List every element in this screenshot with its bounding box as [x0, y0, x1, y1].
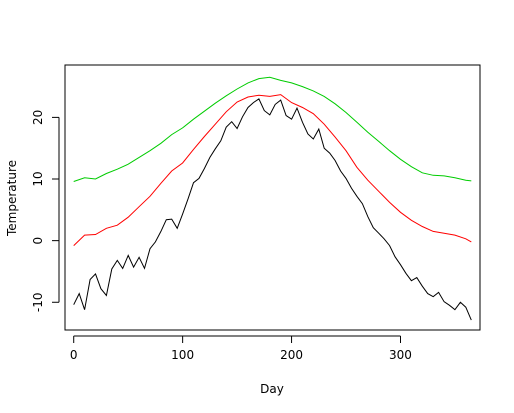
y-tick-label: 10	[31, 171, 45, 186]
y-tick-label: 0	[31, 237, 45, 245]
x-tick-label: 200	[280, 348, 303, 362]
x-tick-label: 100	[171, 348, 194, 362]
series-line-3	[73, 98, 472, 321]
series-line-2	[73, 94, 472, 246]
y-tick-label: 20	[31, 110, 45, 125]
series-layer	[73, 76, 472, 321]
x-axis: 0 100 200 300	[70, 335, 412, 362]
plot-frame	[64, 64, 481, 331]
series-line-1	[73, 76, 472, 182]
x-tick-label: 0	[70, 348, 78, 362]
y-axis-title: Temperature	[5, 160, 19, 237]
y-tick-label: -10	[31, 292, 45, 312]
x-axis-title: Day	[260, 382, 284, 396]
y-axis: -10 0 10 20	[31, 110, 60, 312]
x-tick-label: 300	[389, 348, 412, 362]
